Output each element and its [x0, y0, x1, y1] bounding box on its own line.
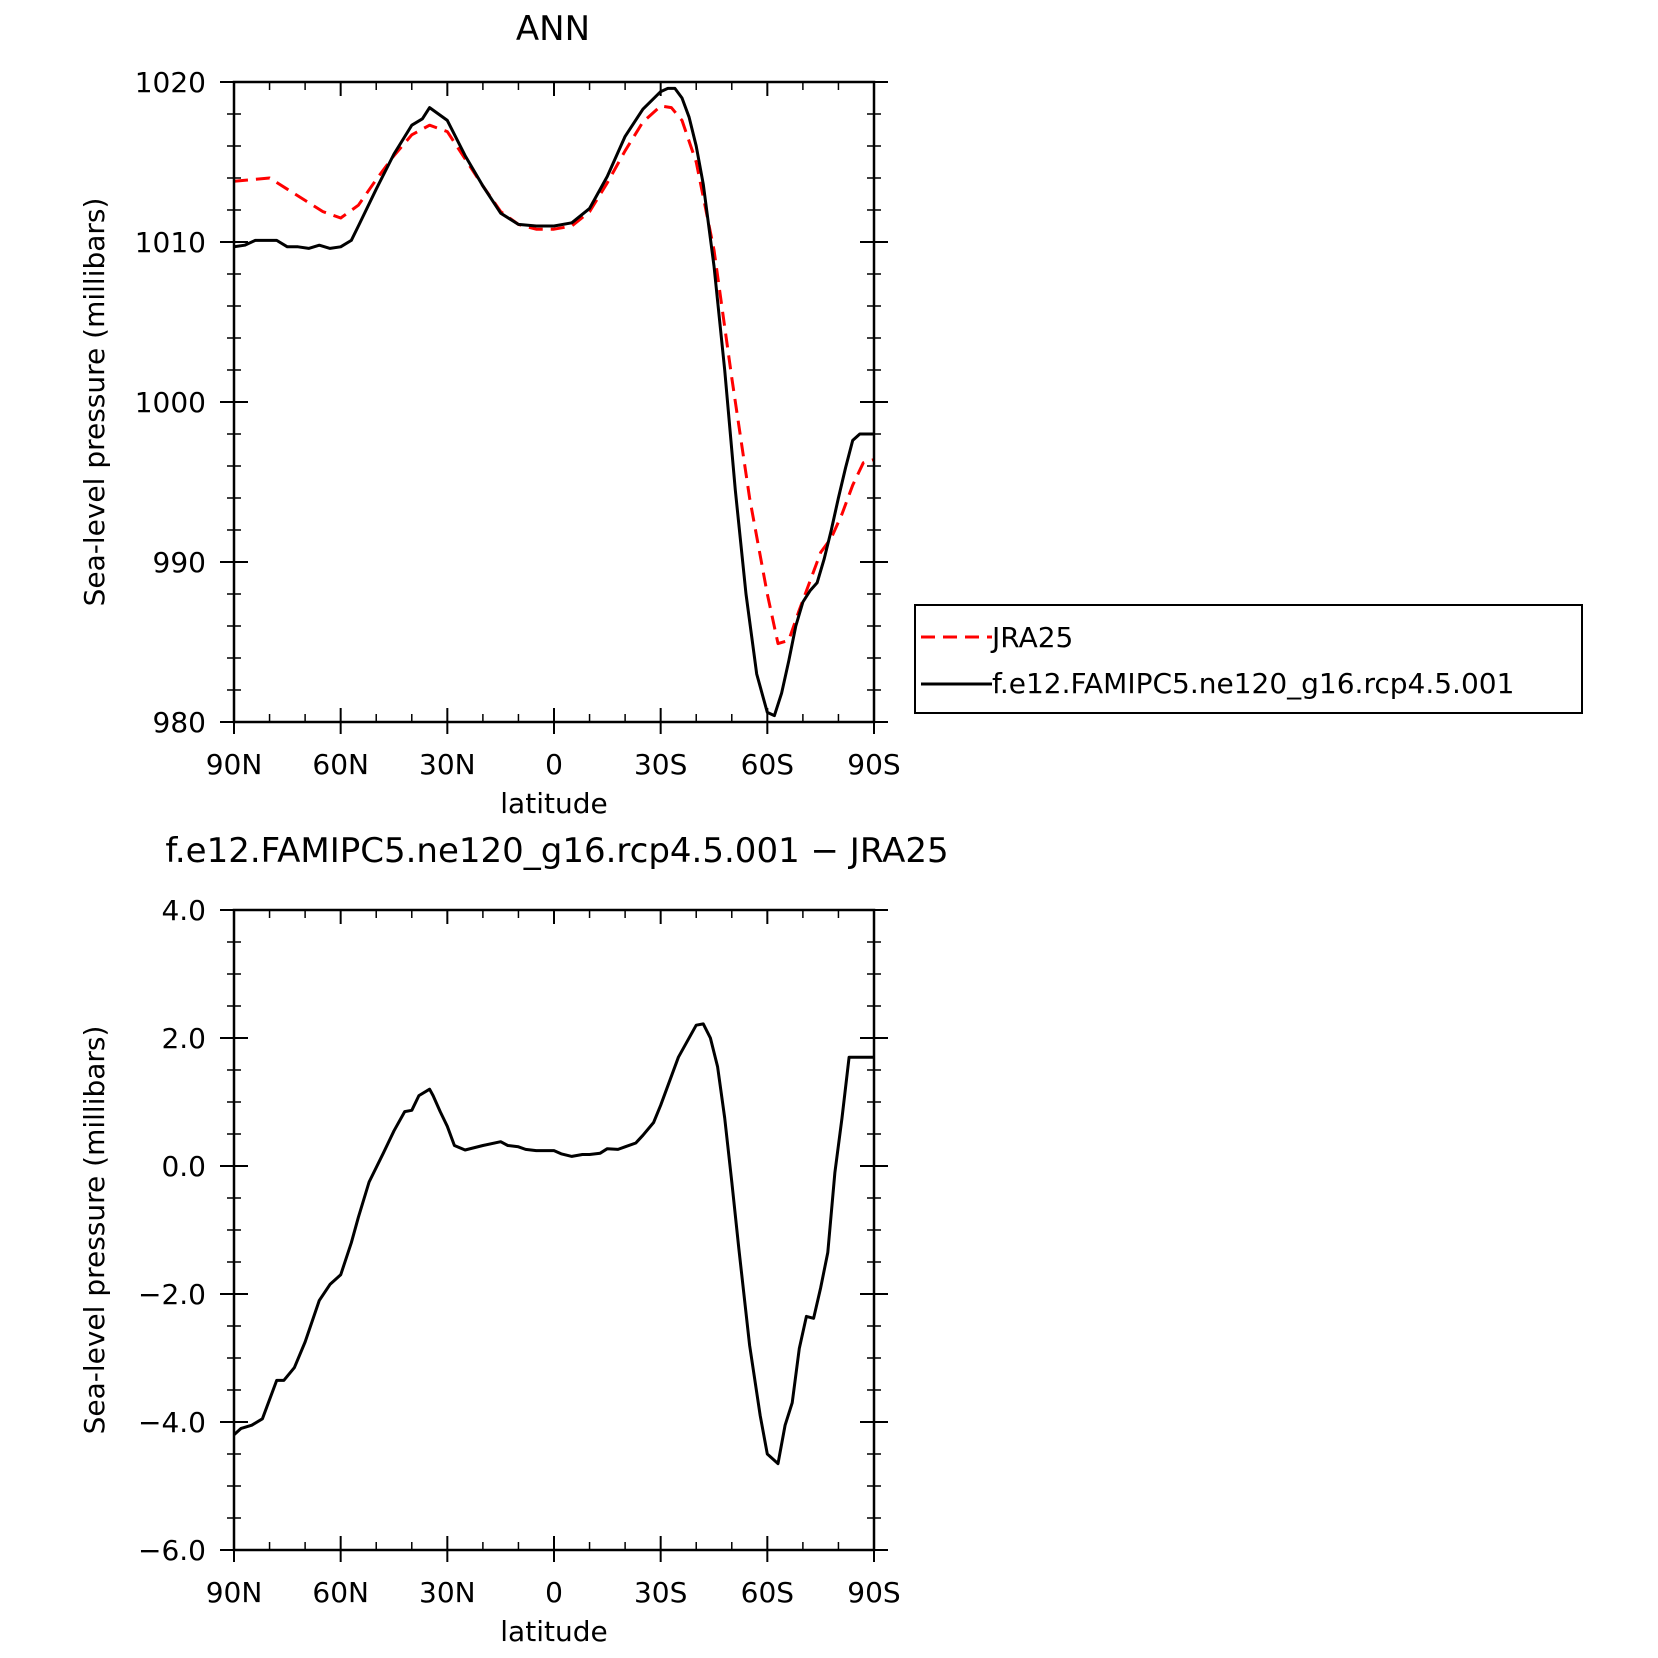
legend-box: [914, 604, 1583, 714]
y-tick-label: 1010: [135, 226, 206, 259]
bottom-tick-labels: 90N 60N 30N 0 30S 60S 90S −6.0 −4.0 −2.0 0.0 2.0 4.0: [138, 894, 901, 1609]
top-plot-frame: [232, 80, 876, 724]
x-tick-label: 30S: [634, 1576, 687, 1609]
y-tick-label: 1000: [135, 386, 206, 419]
x-tick-label: 90S: [847, 748, 900, 781]
y-tick-label: −4.0: [138, 1406, 206, 1439]
x-tick-label: 60S: [741, 748, 794, 781]
top-ticks: [220, 81, 888, 734]
x-tick-label: 90N: [206, 1576, 263, 1609]
legend-label-model: f.e12.FAMIPC5.ne120_g16.rcp4.5.001: [992, 667, 1514, 700]
bottom-plot-frame: [232, 908, 876, 1552]
y-tick-label: 990: [153, 546, 206, 579]
x-tick-label: 60N: [312, 748, 369, 781]
x-tick-label: 60S: [741, 1576, 794, 1609]
top-tick-labels: 90N 60N 30N 0 30S 60S 90S 980 990 1000 1010 1020: [135, 66, 901, 781]
top-plot-area: [234, 86, 874, 718]
legend-label-jra25: JRA25: [990, 621, 1073, 654]
x-tick-label: 0: [545, 748, 563, 781]
y-tick-label: 0.0: [161, 1150, 206, 1183]
x-tick-label: 30N: [419, 1576, 476, 1609]
top-panel-title: ANN: [516, 9, 590, 49]
bottom-x-axis-label: latitude: [500, 1615, 607, 1648]
x-tick-label: 90S: [847, 1576, 900, 1609]
bottom-panel-title: f.e12.FAMIPC5.ne120_g16.rcp4.5.001 − JRA…: [165, 831, 948, 871]
x-tick-label: 90N: [206, 748, 263, 781]
legend: JRA25 f.e12.FAMIPC5.ne120_g16.rcp4.5.001: [914, 604, 1583, 714]
x-tick-label: 30S: [634, 748, 687, 781]
series-line-jra25: [234, 104, 874, 646]
top-y-axis-label: Sea-level pressure (millibars): [78, 198, 111, 607]
bottom-plot-area: [234, 1022, 874, 1466]
y-tick-label: 2.0: [161, 1022, 206, 1055]
x-tick-label: 0: [545, 1576, 563, 1609]
series-line-f-e12-famipc5-ne120-g16-rcp4-5-001: [234, 86, 874, 718]
top-panel: ANN 90N 60N 30N 0 30S 60S 90S 980 990 1000 1010 102…: [78, 9, 901, 820]
y-tick-label: −2.0: [138, 1278, 206, 1311]
y-tick-label: 1020: [135, 66, 206, 99]
x-tick-label: 60N: [312, 1576, 369, 1609]
y-tick-label: 4.0: [161, 894, 206, 927]
top-x-axis-label: latitude: [500, 787, 607, 820]
y-tick-label: −6.0: [138, 1534, 206, 1567]
y-tick-label: 980: [153, 706, 206, 739]
bottom-ticks: [220, 909, 888, 1562]
series-line-difference: [234, 1022, 874, 1466]
x-tick-label: 30N: [419, 748, 476, 781]
bottom-panel: f.e12.FAMIPC5.ne120_g16.rcp4.5.001 − JRA…: [78, 831, 949, 1648]
bottom-y-axis-label: Sea-level pressure (millibars): [78, 1026, 111, 1435]
